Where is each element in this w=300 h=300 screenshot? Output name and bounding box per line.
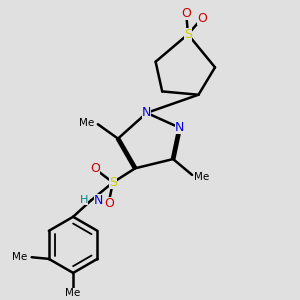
Text: N: N [142, 106, 152, 119]
Text: Me: Me [13, 252, 28, 262]
Text: Me: Me [79, 118, 94, 128]
Text: O: O [104, 197, 114, 210]
Text: S: S [184, 28, 192, 41]
Text: Me: Me [65, 288, 81, 298]
Text: N: N [175, 121, 184, 134]
Text: O: O [90, 162, 100, 175]
Text: Me: Me [194, 172, 209, 182]
Text: O: O [182, 8, 191, 20]
Text: H: H [80, 195, 88, 205]
Text: S: S [109, 176, 117, 189]
Text: O: O [197, 12, 207, 25]
Text: N: N [94, 194, 103, 207]
